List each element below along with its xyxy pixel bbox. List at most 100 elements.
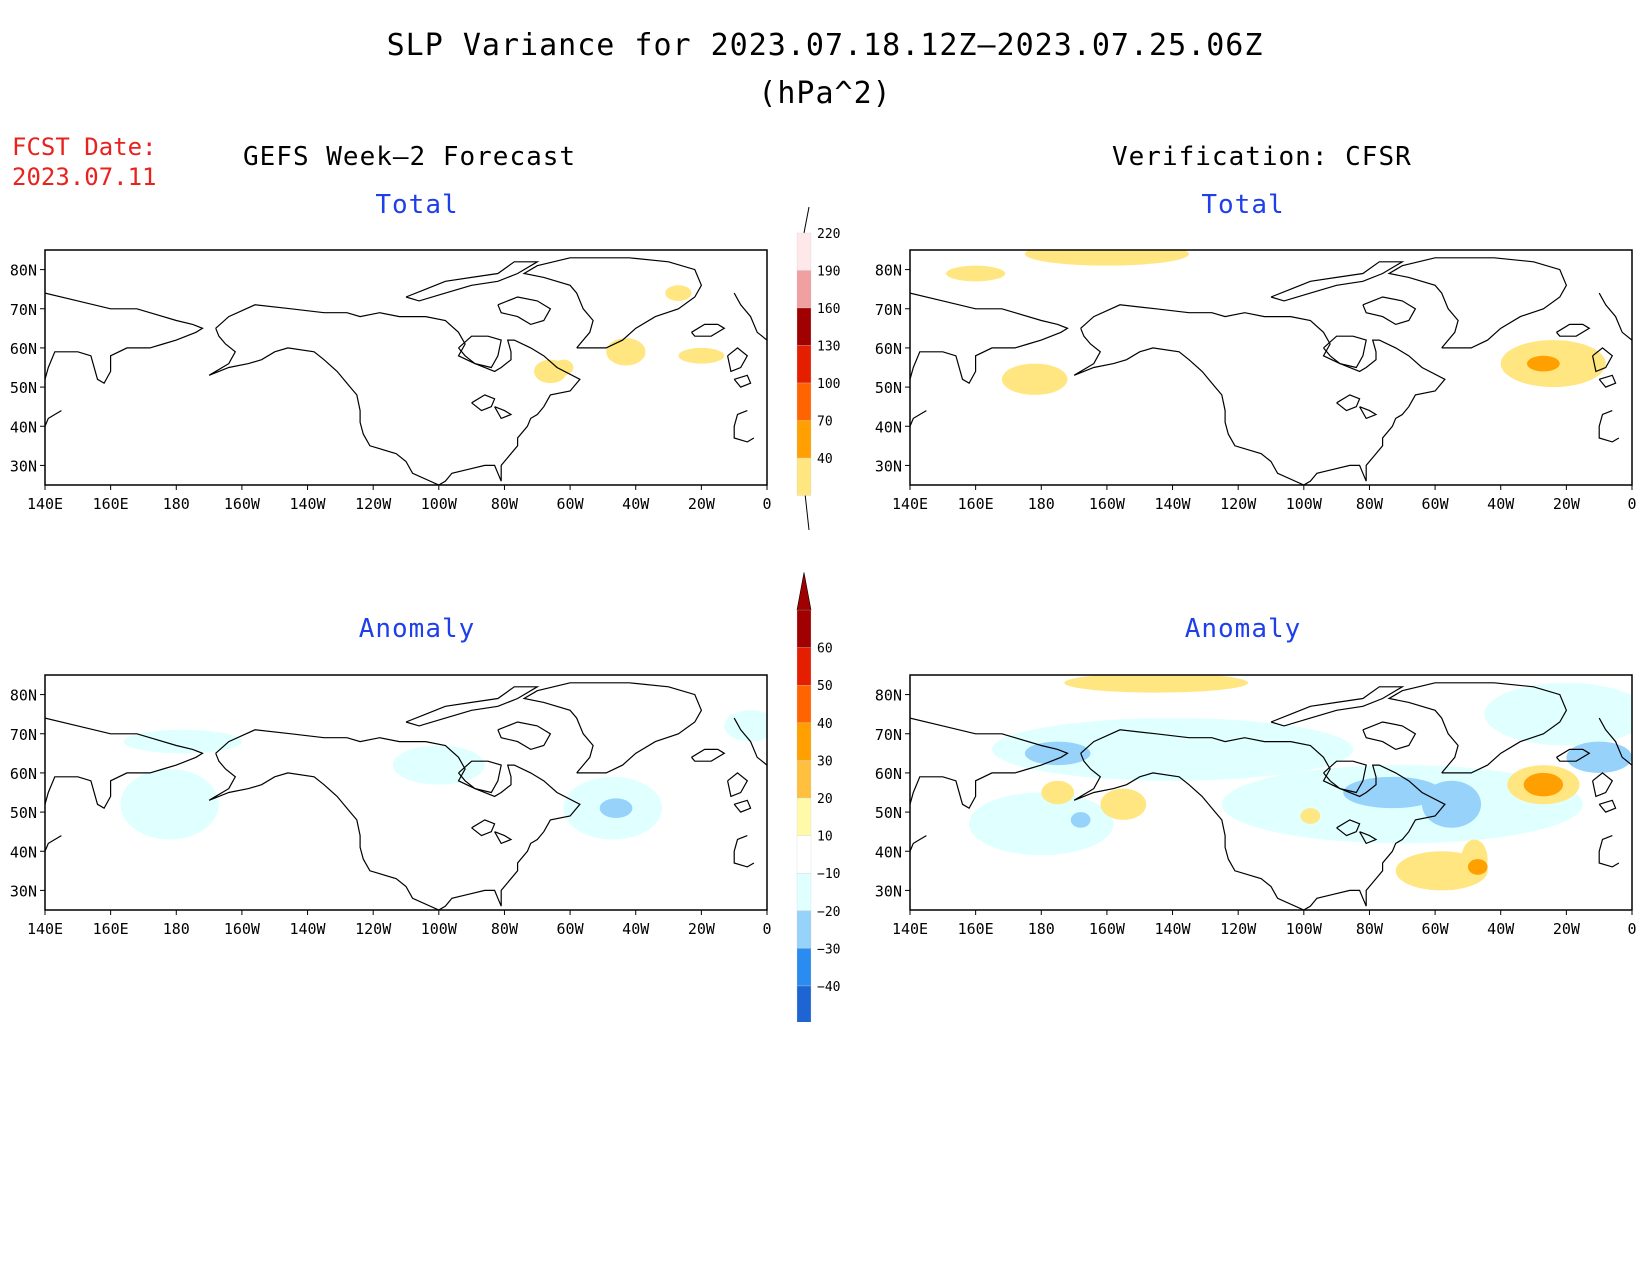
field-contour-area [665,285,692,301]
field-contour-area [1484,682,1632,746]
colorbar-swatch [796,685,812,723]
coastline [1270,261,1405,302]
field-contour-area [1300,808,1321,824]
coastline [1359,831,1378,845]
colorbar-label: −20 [817,905,840,920]
lat-tick-label: 70N [875,726,902,744]
field-contour-area [946,265,1006,282]
field-contour-area [1526,355,1560,372]
field-contour-area [599,798,633,818]
map-frame [909,249,1633,486]
colorbar-label: 160 [817,302,840,317]
map-panel-fc-anom: 80N 70N 60N 50N 40N 30N 140E 160E 180 160W 140W 120… [10,674,772,938]
lon-tick-label: 180 [163,920,190,938]
field-contour-area [553,359,574,376]
main-title: SLP Variance for 2023.07.18.12Z–2023.07.… [386,28,1264,63]
colorbar-label: 40 [817,717,833,732]
coastline [208,328,440,485]
coastline [497,721,552,751]
lon-tick-label: 20W [688,495,716,513]
coastline [1598,410,1620,443]
lon-tick-label: 180 [1028,495,1055,513]
field-contour-area [969,792,1114,856]
lat-tick-label: 80N [10,687,37,705]
coastline [1362,721,1417,751]
coastline [522,257,703,349]
colorbar-swatch [796,835,812,874]
colorbar-total: 40 70 100 130 160 190 220 [796,206,840,531]
lon-tick-label: 60W [557,495,585,513]
colorbar-swatch [796,873,812,911]
coastline [1270,686,1405,727]
lat-tick-label: 40N [875,843,902,861]
lon-tick-label: 160E [958,920,994,938]
map-frame [44,674,768,911]
colorbar-label: −30 [817,942,840,957]
coastline [45,410,62,427]
lat-tick-label: 30N [10,882,37,900]
coastline [910,835,927,852]
colorbar-swatch [796,760,812,799]
coastline [1080,729,1446,910]
coastline [733,717,767,766]
lon-tick-label: 140E [892,920,928,938]
colorbar-label: 20 [817,792,833,807]
subtitle-fc-total: Total [375,190,459,220]
colorbar-label: 220 [817,227,840,242]
lat-tick-label: 60N [875,340,902,358]
coastline [1592,347,1614,373]
coastline [910,717,1069,810]
colorbar-swatch [796,910,812,949]
coastline [1362,296,1417,326]
lat-tick-label: 50N [875,804,902,822]
coastline [208,753,440,910]
coastline [733,410,755,443]
verification-header: Verification: CFSR [1112,142,1412,172]
field-contour-area [1070,812,1091,828]
field-contour-area [1421,780,1482,828]
coastline [1598,717,1632,766]
colorbar-swatch [796,647,812,686]
lon-tick-label: 140W [1154,920,1191,938]
lat-tick-label: 60N [10,765,37,783]
units-label: (hPa^2) [758,76,892,111]
colorbar-swatch [796,232,812,271]
coastline [494,406,513,420]
map-panel-fc-total: 80N 70N 60N 50N 40N 30N 140E 160E 180 160W 140W 120… [10,249,772,513]
coastline [1073,753,1305,910]
field-contour-area [1100,788,1147,820]
coastline [45,835,62,852]
lon-tick-label: 0 [1627,920,1636,938]
lon-tick-label: 80W [1356,495,1384,513]
colorbar-swatch [796,985,812,1022]
lon-tick-label: 140W [289,920,326,938]
lon-tick-label: 140W [1154,495,1191,513]
map-frame [44,249,768,486]
coastline [691,323,726,337]
coastline [1359,406,1378,420]
lat-tick-label: 50N [10,379,37,397]
coastline [471,819,496,837]
lon-tick-label: 0 [1627,495,1636,513]
field-contour-area [1024,741,1091,766]
coastline [910,410,927,427]
lat-tick-label: 70N [875,301,902,319]
lon-tick-label: 0 [762,495,771,513]
lat-tick-label: 80N [875,262,902,280]
lon-tick-label: 80W [491,495,519,513]
lon-tick-label: 160W [224,495,261,513]
field-contour-area [1024,250,1189,266]
lon-tick-label: 100W [421,920,458,938]
subtitle-ver-anom: Anomaly [1184,614,1302,644]
coastline [727,772,749,798]
coastline [522,682,703,774]
colorbar-swatch [796,270,812,309]
lon-tick-label: 20W [1553,920,1581,938]
lon-tick-label: 80W [1356,920,1384,938]
colorbar-label: 40 [817,452,833,467]
colorbar-swatch [796,382,812,421]
lon-tick-label: 60W [557,920,585,938]
coastline [1556,323,1591,337]
lat-tick-label: 70N [10,301,37,319]
field-contour-area [1001,363,1068,395]
